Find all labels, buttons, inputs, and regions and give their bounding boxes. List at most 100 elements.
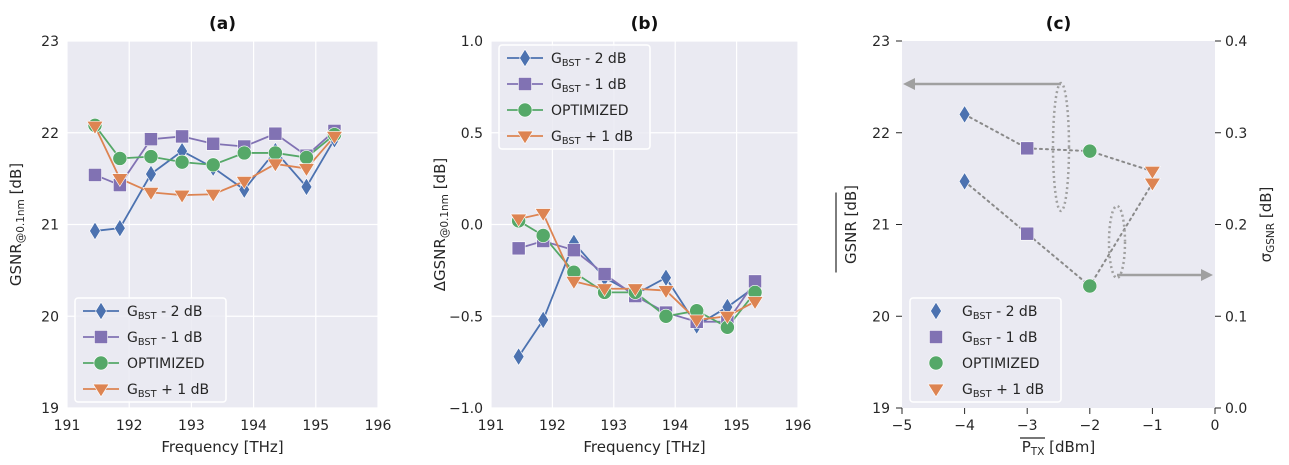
legend-label-1-rest: - 1 dB <box>581 77 627 93</box>
y-tick-label: 19 <box>41 401 59 417</box>
y-tick-label: 22 <box>872 126 890 142</box>
legend-label-0: GBST - 2 dB <box>127 304 202 322</box>
data-point-0 <box>114 218 126 238</box>
data-point-3 <box>325 131 344 145</box>
legend-label-0: GBST - 2 dB <box>962 304 1037 322</box>
panel-2: (c) −5 −4 −3 −2 −1 0 19 20 21 22 23 PTX [dBm] GSNR [d… <box>835 14 1277 458</box>
legend-marker-0 <box>95 301 107 321</box>
data-point-3 <box>746 296 764 310</box>
legend-box <box>909 297 1062 403</box>
x-tick-label: 194 <box>662 418 689 434</box>
y-right-axis-label-main: σ <box>1257 252 1275 262</box>
data-point-0 <box>537 310 549 330</box>
y-right-tick-label: 0.2 <box>1225 218 1247 234</box>
y-axis-label: ΔGSNR@0.1nm [dB] <box>431 158 451 291</box>
data-point-3 <box>204 188 222 203</box>
x-tick-label: −4 <box>954 418 975 434</box>
data-point-1 <box>268 126 283 141</box>
data-point-1 <box>88 168 102 182</box>
data-point-3 <box>235 176 253 190</box>
mean-point-2 <box>1082 143 1098 159</box>
legend-box <box>74 297 227 403</box>
legend-marker-3 <box>927 383 945 398</box>
legend-label-3: GBST + 1 dB <box>551 129 633 147</box>
y-right-tick-label: 0.0 <box>1225 401 1247 417</box>
data-point-3 <box>173 189 191 204</box>
y-tick-label: 0.5 <box>461 126 483 142</box>
data-point-2 <box>268 145 283 161</box>
data-point-1 <box>206 136 221 151</box>
legend-marker-0 <box>930 301 942 321</box>
y-axis-label: GSNR [dB] <box>842 185 860 264</box>
legend-marker-0 <box>519 48 531 68</box>
data-point-2 <box>236 145 252 161</box>
sigma-point-0 <box>958 172 971 191</box>
data-point-2 <box>299 150 314 165</box>
legend-label-2-main: OPTIMIZED <box>551 103 629 119</box>
legend-label-3-rest: + 1 dB <box>992 382 1044 398</box>
y-axis-label-main: GSNR <box>7 243 25 286</box>
data-point-3 <box>534 208 552 222</box>
legend-label-0: GBST - 2 dB <box>551 51 626 69</box>
y-right-axis-label-sub: GSNR <box>1265 223 1277 253</box>
y-tick-label: 23 <box>872 34 890 50</box>
x-axis-label-main: P <box>1022 438 1031 456</box>
y-axis-label: GSNR@0.1nm [dB] <box>7 163 27 286</box>
arrow-left-head <box>903 78 915 90</box>
legend-marker-2 <box>928 355 944 371</box>
data-point-1 <box>511 241 526 256</box>
sigma-gsnr-line <box>963 180 1154 288</box>
legend-label-1-main: G <box>551 77 562 93</box>
legend-label-1-rest: - 1 dB <box>157 330 203 346</box>
data-point-0 <box>89 221 101 241</box>
x-axis-label: Frequency [THz] <box>583 438 705 456</box>
x-axis-label: PTX [dBm] <box>1022 438 1096 458</box>
data-point-2 <box>143 149 159 164</box>
data-point-2 <box>112 151 128 166</box>
y-right-axis-label: σGSNR [dB] <box>1257 187 1277 263</box>
y-axis-label-sub: @0.1nm <box>439 194 451 238</box>
x-tick-label: 192 <box>539 418 566 434</box>
mean-gsnr-line <box>963 113 1154 173</box>
data-point-3 <box>297 163 316 177</box>
legend-label-0-rest: - 2 dB <box>581 51 627 67</box>
data-point-1 <box>175 129 189 144</box>
arrow-right-head <box>1201 269 1213 281</box>
legend-marker-3 <box>92 383 110 398</box>
data-point-3 <box>266 158 284 173</box>
y-tick-label: 20 <box>41 309 59 325</box>
legend-label-0-rest: - 2 dB <box>992 304 1038 320</box>
sigma-point-1 <box>1020 226 1035 241</box>
panel-title: (b) <box>631 14 659 34</box>
legend-marker-1 <box>94 330 108 344</box>
legend-label-1-sub: BST <box>973 337 993 348</box>
panel-0: (a) 191 192 193 194 195 196 19 20 21 22 23 Frequency… <box>7 14 391 456</box>
data-point-3 <box>111 173 129 188</box>
data-point-1 <box>597 267 612 281</box>
legend-label-3: GBST + 1 dB <box>962 382 1044 400</box>
x-tick-label: 193 <box>600 418 627 434</box>
data-point-2 <box>174 154 190 170</box>
y-tick-label: 20 <box>872 309 890 325</box>
panel-title: (a) <box>209 14 236 34</box>
data-point-3 <box>657 285 675 299</box>
x-axis-label: Frequency [THz] <box>161 438 283 456</box>
legend-label-3-rest: + 1 dB <box>157 382 209 398</box>
data-point-0 <box>145 164 157 184</box>
x-tick-label: −1 <box>1142 418 1163 434</box>
legend-label-2: OPTIMIZED <box>127 356 205 372</box>
legend-label-1-rest: - 1 dB <box>992 330 1038 346</box>
x-tick-label: −5 <box>892 418 913 434</box>
x-tick-label: 192 <box>116 418 143 434</box>
y-right-tick-label: 0.1 <box>1225 309 1247 325</box>
legend-marker-3 <box>516 130 534 145</box>
legend-label-1-main: G <box>962 330 973 346</box>
data-point-2 <box>658 308 674 324</box>
x-axis-label-sub: TX <box>1030 446 1045 458</box>
x-tick-label: 0 <box>1211 418 1220 434</box>
legend-label-1: GBST - 1 dB <box>127 330 202 348</box>
legend-label-0-sub: BST <box>138 311 158 322</box>
legend-label-1: GBST - 1 dB <box>962 330 1037 348</box>
